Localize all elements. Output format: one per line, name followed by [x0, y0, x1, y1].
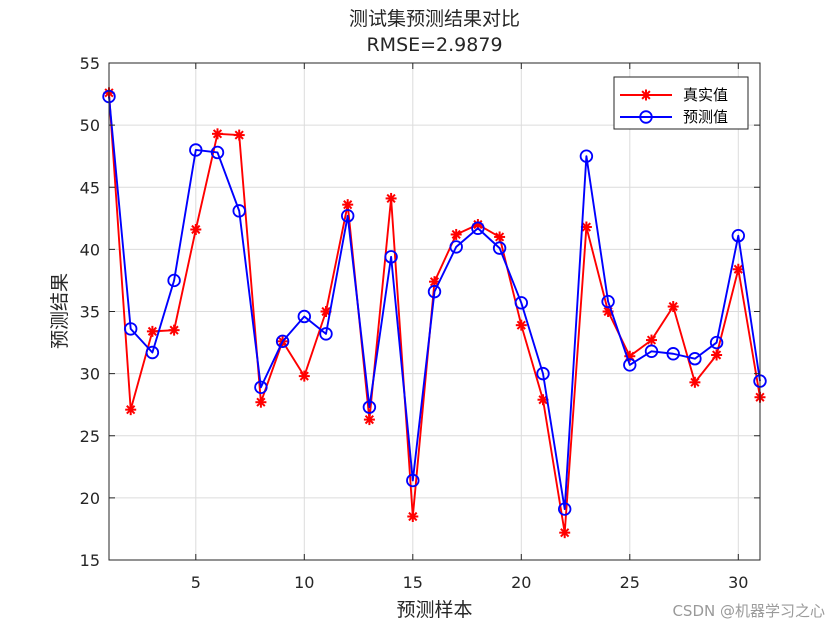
data-point [145, 345, 160, 360]
data-point [471, 221, 485, 235]
legend-box [613, 76, 749, 130]
data-point [123, 322, 138, 336]
data-point [362, 400, 377, 414]
data-point [125, 404, 137, 416]
data-point [494, 231, 506, 243]
x-axis-label: 预测样本 [396, 599, 472, 621]
y-tick-label: 20 [80, 489, 100, 508]
data-point [427, 284, 442, 299]
y-tick-label: 45 [80, 178, 100, 197]
x-tick-label: 5 [191, 573, 201, 592]
data-point [297, 309, 312, 324]
data-point [731, 229, 746, 243]
data-point [167, 273, 181, 288]
data-point [275, 334, 290, 349]
data-point [254, 380, 268, 394]
data-point [623, 358, 637, 372]
data-point [709, 335, 724, 350]
data-point [319, 327, 333, 341]
data-point [515, 319, 527, 331]
data-point [449, 240, 463, 254]
data-point [190, 223, 202, 235]
y-tick-label: 30 [80, 365, 100, 384]
legend-marker [639, 110, 653, 124]
data-point [688, 352, 702, 366]
x-tick-label: 10 [294, 573, 314, 592]
legend-marker [640, 89, 652, 101]
data-point [232, 204, 246, 218]
data-point [559, 527, 571, 539]
data-point [168, 324, 180, 336]
data-point [450, 228, 462, 240]
axis-ticks: 5 10 15 20 25 30 15 20 25 30 35 40 45 50 55 [80, 54, 760, 592]
chart-title: 测试集预测结果对比 [349, 8, 520, 30]
data-point [536, 366, 550, 381]
data-point [732, 263, 744, 275]
data-point [146, 325, 158, 337]
y-tick-label: 55 [80, 54, 100, 73]
y-tick-label: 25 [80, 427, 100, 446]
legend-label: 真实值 [683, 86, 728, 104]
data-point [384, 250, 398, 264]
y-tick-label: 15 [80, 551, 100, 570]
x-tick-label: 20 [511, 573, 531, 592]
data-point [385, 192, 397, 204]
x-tick-label: 15 [403, 573, 423, 592]
y-tick-label: 35 [80, 303, 100, 322]
x-tick-label: 25 [620, 573, 640, 592]
y-tick-label: 40 [80, 240, 100, 259]
data-point [298, 370, 310, 382]
data-point [363, 414, 375, 426]
data-point [492, 241, 507, 255]
chart-subtitle: RMSE=2.9879 [366, 34, 502, 56]
data-point [407, 511, 419, 523]
legend-label: 预测值 [683, 108, 728, 126]
data-point [233, 129, 245, 141]
data-point [342, 199, 354, 211]
data-point [689, 376, 701, 388]
data-point [601, 294, 615, 309]
data-point [514, 296, 529, 310]
data-point [667, 301, 679, 313]
data-point [711, 349, 723, 361]
data-point [255, 396, 267, 408]
data-point [558, 502, 572, 516]
data-point [580, 221, 592, 233]
data-point [341, 209, 355, 223]
data-point [189, 143, 203, 157]
series-line [108, 96, 761, 511]
data-point [579, 149, 594, 163]
data-point [406, 473, 420, 488]
watermark: CSDN @机器学习之心 [672, 602, 825, 620]
data-point [644, 344, 659, 358]
x-tick-label: 30 [728, 573, 748, 592]
y-axis-label: 预测结果 [49, 273, 71, 349]
data-point [646, 334, 657, 346]
data-point [666, 347, 680, 361]
y-tick-label: 50 [80, 116, 100, 135]
data-point [212, 128, 223, 140]
data-point [210, 145, 225, 160]
